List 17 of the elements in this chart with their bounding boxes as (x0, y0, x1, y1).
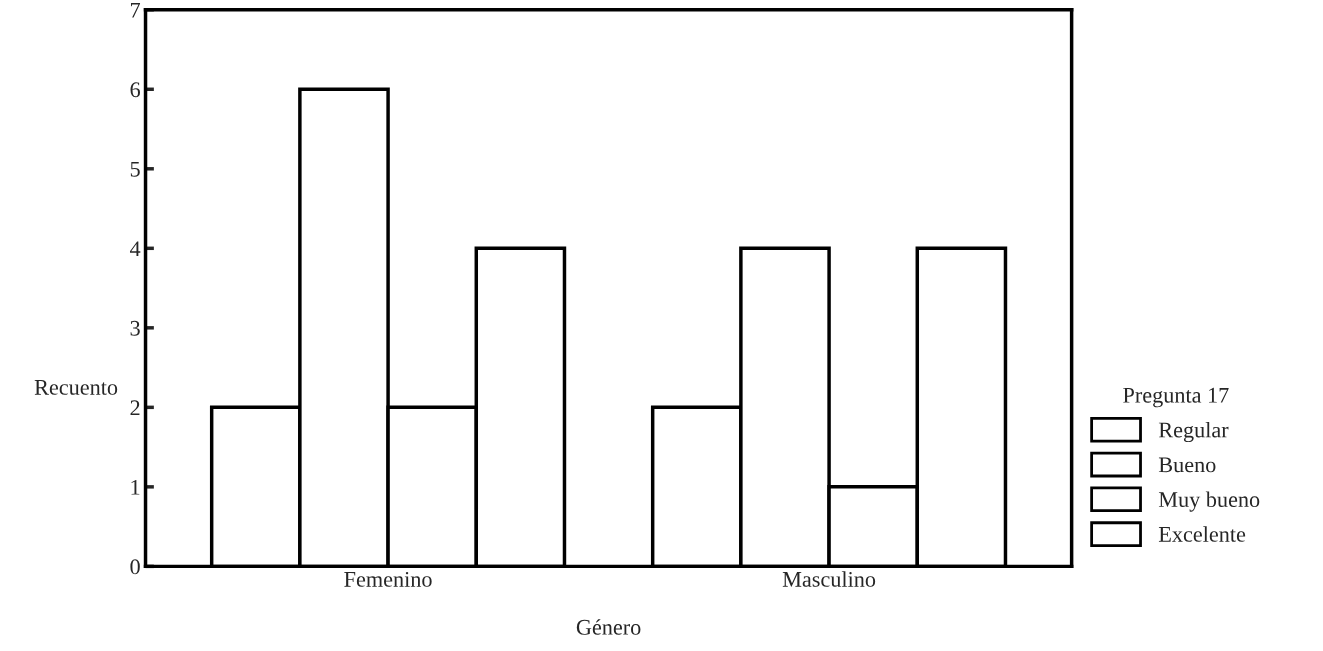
legend-title: Pregunta 17 (1123, 387, 1229, 408)
legend-label: Regular (1158, 421, 1229, 443)
y-tick-label: 0 (130, 559, 140, 575)
y-tick-label: 4 (129, 241, 141, 257)
legend-label: Muy bueno (1158, 491, 1260, 512)
legend-label: Bueno (1158, 457, 1216, 473)
x-axis-title: Género (576, 619, 641, 635)
legend-label: Excelente (1158, 526, 1246, 542)
y-tick-label: 1 (131, 479, 140, 495)
y-tick-label: 7 (131, 2, 141, 18)
y-tick-label: 6 (130, 82, 141, 98)
y-tick-label: 5 (130, 161, 140, 177)
y-tick-label: 2 (130, 400, 140, 416)
x-tick-label: Femenino (344, 571, 432, 587)
y-tick-label: 3 (130, 320, 140, 336)
x-tick-label: Masculino (782, 571, 876, 587)
y-axis-title: Recuento (34, 380, 118, 395)
